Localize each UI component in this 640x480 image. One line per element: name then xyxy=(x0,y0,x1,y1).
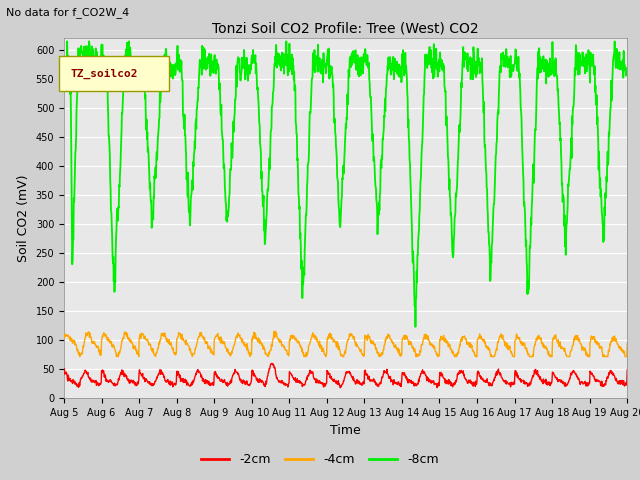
Text: No data for f_CO2W_4: No data for f_CO2W_4 xyxy=(6,7,130,18)
FancyBboxPatch shape xyxy=(60,56,170,91)
X-axis label: Time: Time xyxy=(330,424,361,437)
Title: Tonzi Soil CO2 Profile: Tree (West) CO2: Tonzi Soil CO2 Profile: Tree (West) CO2 xyxy=(212,22,479,36)
Legend: -2cm, -4cm, -8cm: -2cm, -4cm, -8cm xyxy=(196,448,444,471)
Text: TZ_soilco2: TZ_soilco2 xyxy=(71,69,138,79)
Y-axis label: Soil CO2 (mV): Soil CO2 (mV) xyxy=(17,175,30,262)
